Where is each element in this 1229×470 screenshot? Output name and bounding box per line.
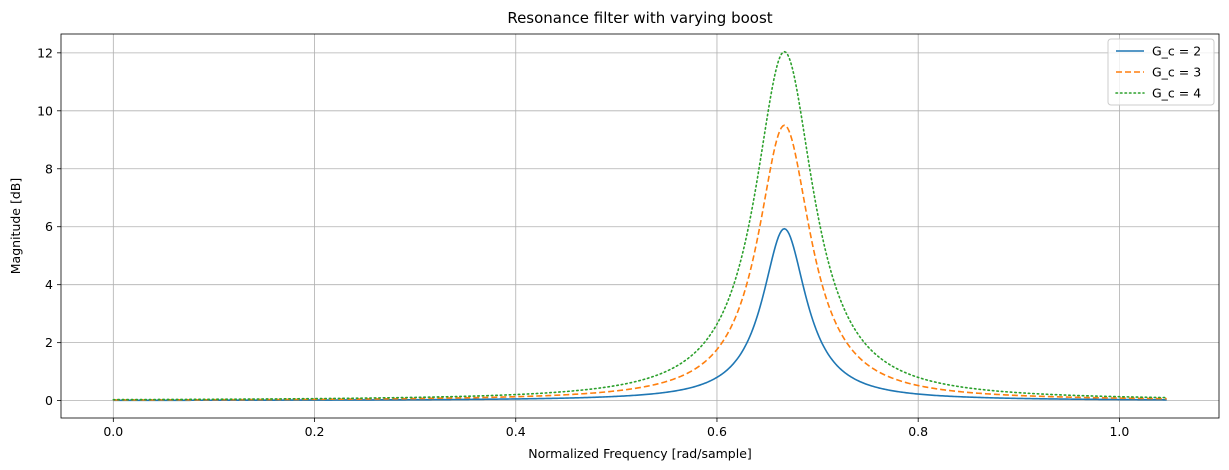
x-tick-label: 0.8 — [908, 424, 928, 439]
plot-frame — [60, 33, 1220, 419]
series-lines — [112, 50, 1168, 402]
x-tick-label: 0.6 — [707, 424, 727, 439]
legend-box — [1107, 38, 1215, 106]
x-tick-label: 1.0 — [1109, 424, 1129, 439]
y-axis-ticks: 0 2 4 6 8 10 12 — [37, 45, 61, 408]
x-axis-label: Normalized Frequency [rad/sample] — [528, 446, 752, 461]
y-tick-label: 8 — [45, 161, 53, 176]
legend-entry-label: G_c = 4 — [1152, 86, 1201, 101]
x-tick-label: 0.0 — [103, 424, 123, 439]
legend-entry-label: G_c = 2 — [1152, 44, 1201, 59]
y-tick-label: 2 — [45, 335, 53, 350]
y-tick-label: 10 — [37, 103, 53, 118]
x-tick-label: 0.2 — [305, 424, 325, 439]
grid-lines — [61, 34, 1219, 418]
chart-title: Resonance filter with varying boost — [507, 9, 772, 27]
legend: G_c = 2 G_c = 3 G_c = 4 — [1107, 38, 1215, 106]
y-tick-label: 4 — [45, 277, 53, 292]
legend-entry-label: G_c = 3 — [1152, 65, 1201, 80]
series-line-3 — [112, 50, 1168, 401]
y-axis-label: Magnitude [dB] — [8, 178, 23, 274]
x-tick-label: 0.4 — [506, 424, 526, 439]
y-tick-label: 0 — [45, 393, 53, 408]
y-tick-label: 12 — [37, 45, 53, 60]
x-axis-ticks: 0.0 0.2 0.4 0.6 0.8 1.0 — [103, 418, 1129, 439]
y-tick-label: 6 — [45, 219, 53, 234]
